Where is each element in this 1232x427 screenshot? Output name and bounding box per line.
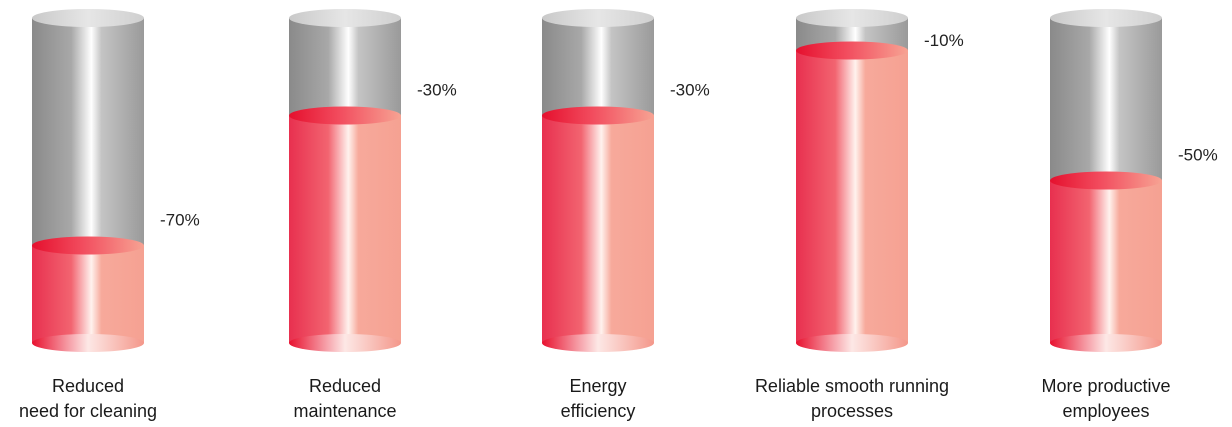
cylinder-bottom bbox=[542, 334, 654, 352]
cylinder-top bbox=[796, 9, 908, 27]
cylinder-2: -30% Reduced maintenance bbox=[289, 9, 457, 421]
value-label-2: -30% bbox=[417, 81, 457, 100]
cylinder-empty-part bbox=[289, 18, 401, 116]
cylinder-bottom bbox=[1050, 334, 1162, 352]
category-label-4-line-2: processes bbox=[811, 401, 893, 421]
cylinder-top bbox=[1050, 9, 1162, 27]
cylinder-top bbox=[542, 9, 654, 27]
bar-value-2 bbox=[289, 115, 401, 343]
cylinder-empty-part bbox=[542, 18, 654, 116]
category-label-2-line-2: maintenance bbox=[293, 401, 396, 421]
cylinder-bottom bbox=[796, 334, 908, 352]
bar-value-3 bbox=[542, 115, 654, 343]
fill-level-surface bbox=[32, 236, 144, 255]
cylinder-1: -70% Reduced need for cleaning bbox=[19, 9, 200, 421]
bar-value-5 bbox=[1050, 180, 1162, 343]
category-label-3-line-1: Energy bbox=[569, 376, 626, 396]
cylinder-3: -30% Energy efficiency bbox=[542, 9, 710, 421]
fill-level-surface bbox=[1050, 171, 1162, 190]
fill-level-surface bbox=[289, 106, 401, 125]
value-label-4: -10% bbox=[924, 31, 964, 50]
category-label-4-line-1: Reliable smooth running bbox=[755, 376, 949, 396]
cylinder-empty-part bbox=[32, 18, 144, 246]
bar-value-1 bbox=[32, 245, 144, 343]
cylinder-empty-part bbox=[1050, 18, 1162, 181]
value-label-5: -50% bbox=[1178, 146, 1218, 165]
category-label-1-line-1: Reduced bbox=[52, 376, 124, 396]
value-label-1: -70% bbox=[160, 211, 200, 230]
cylinder-top bbox=[289, 9, 401, 27]
category-label-5-line-2: employees bbox=[1062, 401, 1149, 421]
bar-value-4 bbox=[796, 50, 908, 343]
fill-level-surface bbox=[796, 41, 908, 60]
cylinder-5: -50% More productive employees bbox=[1041, 9, 1218, 421]
value-label-3: -30% bbox=[670, 81, 710, 100]
fill-level-surface bbox=[542, 106, 654, 125]
category-label-3-line-2: efficiency bbox=[561, 401, 636, 421]
category-label-1-line-2: need for cleaning bbox=[19, 401, 157, 421]
cylinder-4: -10% Reliable smooth running processes bbox=[755, 9, 964, 421]
category-label-2-line-1: Reduced bbox=[309, 376, 381, 396]
cylinder-top bbox=[32, 9, 144, 27]
cylinder-bottom bbox=[32, 334, 144, 352]
category-label-5-line-1: More productive bbox=[1041, 376, 1170, 396]
cylinder-bottom bbox=[289, 334, 401, 352]
